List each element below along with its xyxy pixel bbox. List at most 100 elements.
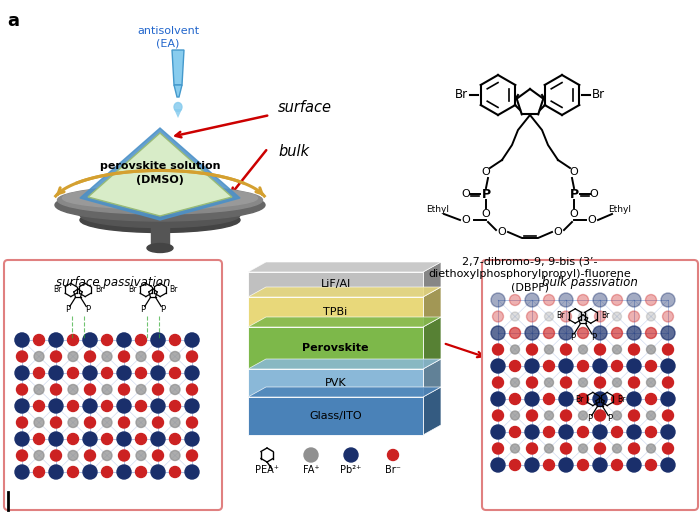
Circle shape <box>578 427 589 437</box>
Circle shape <box>647 411 655 420</box>
Circle shape <box>612 411 622 420</box>
Ellipse shape <box>62 187 258 209</box>
Circle shape <box>186 384 197 395</box>
Circle shape <box>15 333 29 347</box>
Circle shape <box>118 384 130 395</box>
Circle shape <box>627 425 641 439</box>
Circle shape <box>170 417 180 428</box>
Circle shape <box>34 335 45 345</box>
Circle shape <box>388 450 398 461</box>
Ellipse shape <box>57 186 262 214</box>
Text: b: b <box>7 262 20 280</box>
Text: PEA⁺: PEA⁺ <box>255 465 279 475</box>
Text: (DBPF): (DBPF) <box>511 283 549 293</box>
Text: O: O <box>498 227 506 237</box>
Circle shape <box>85 351 95 362</box>
Circle shape <box>83 465 97 479</box>
Circle shape <box>647 444 655 453</box>
Text: O: O <box>461 215 470 225</box>
Text: O: O <box>482 167 491 177</box>
Circle shape <box>629 410 640 421</box>
Circle shape <box>525 293 539 307</box>
Text: Ethyl: Ethyl <box>426 206 449 214</box>
Circle shape <box>67 467 78 478</box>
Circle shape <box>594 311 606 322</box>
Circle shape <box>661 293 675 307</box>
Circle shape <box>510 345 519 354</box>
Circle shape <box>510 444 519 453</box>
Circle shape <box>661 326 675 340</box>
Polygon shape <box>172 50 184 85</box>
Circle shape <box>67 335 78 345</box>
Text: Br: Br <box>617 395 625 403</box>
Text: LiF/Al: LiF/Al <box>321 280 351 289</box>
Circle shape <box>15 333 29 347</box>
Circle shape <box>169 368 181 378</box>
Circle shape <box>102 417 112 428</box>
Bar <box>248 272 423 297</box>
Circle shape <box>627 293 641 307</box>
Circle shape <box>661 359 675 373</box>
Bar <box>248 297 423 327</box>
Circle shape <box>83 333 97 347</box>
Circle shape <box>661 392 675 406</box>
Circle shape <box>510 327 521 339</box>
Circle shape <box>151 366 165 380</box>
Circle shape <box>545 444 554 453</box>
Circle shape <box>526 410 538 421</box>
Circle shape <box>68 384 78 395</box>
Circle shape <box>491 326 505 340</box>
Circle shape <box>170 384 180 395</box>
Circle shape <box>153 417 164 428</box>
Circle shape <box>151 432 165 446</box>
Text: TPBi: TPBi <box>323 307 348 317</box>
FancyBboxPatch shape <box>4 260 222 510</box>
Circle shape <box>102 384 112 395</box>
Circle shape <box>34 467 45 478</box>
Circle shape <box>153 384 164 395</box>
Circle shape <box>594 443 606 454</box>
Circle shape <box>493 377 503 388</box>
Circle shape <box>17 351 27 362</box>
Text: antisolvent
(EA): antisolvent (EA) <box>137 26 199 48</box>
Circle shape <box>543 327 554 339</box>
Circle shape <box>118 351 130 362</box>
Circle shape <box>136 368 146 378</box>
Circle shape <box>83 432 97 446</box>
Circle shape <box>67 400 78 412</box>
Circle shape <box>491 359 505 373</box>
Circle shape <box>647 345 655 354</box>
Text: Br: Br <box>94 285 103 295</box>
Circle shape <box>645 460 657 470</box>
Circle shape <box>49 399 63 413</box>
Circle shape <box>186 450 197 461</box>
Circle shape <box>344 448 358 462</box>
Circle shape <box>117 333 131 347</box>
Circle shape <box>627 326 641 340</box>
Circle shape <box>510 411 519 420</box>
Bar <box>151 220 169 248</box>
Text: FA⁺: FA⁺ <box>302 465 319 475</box>
Circle shape <box>83 333 97 347</box>
Circle shape <box>185 333 199 347</box>
Polygon shape <box>88 133 232 216</box>
Circle shape <box>185 399 199 413</box>
Circle shape <box>526 344 538 355</box>
Circle shape <box>545 345 554 354</box>
FancyBboxPatch shape <box>482 260 698 510</box>
Circle shape <box>491 293 505 307</box>
Circle shape <box>493 344 503 355</box>
Text: O: O <box>570 167 578 177</box>
Text: O: O <box>461 189 470 199</box>
Circle shape <box>627 359 641 373</box>
Circle shape <box>593 425 607 439</box>
Text: O: O <box>482 209 491 219</box>
Circle shape <box>578 411 587 420</box>
Circle shape <box>49 366 63 380</box>
Circle shape <box>118 417 130 428</box>
Circle shape <box>647 312 655 321</box>
Circle shape <box>491 392 505 406</box>
Text: Pb²⁺: Pb²⁺ <box>340 465 362 475</box>
Circle shape <box>136 433 146 445</box>
Circle shape <box>136 400 146 412</box>
